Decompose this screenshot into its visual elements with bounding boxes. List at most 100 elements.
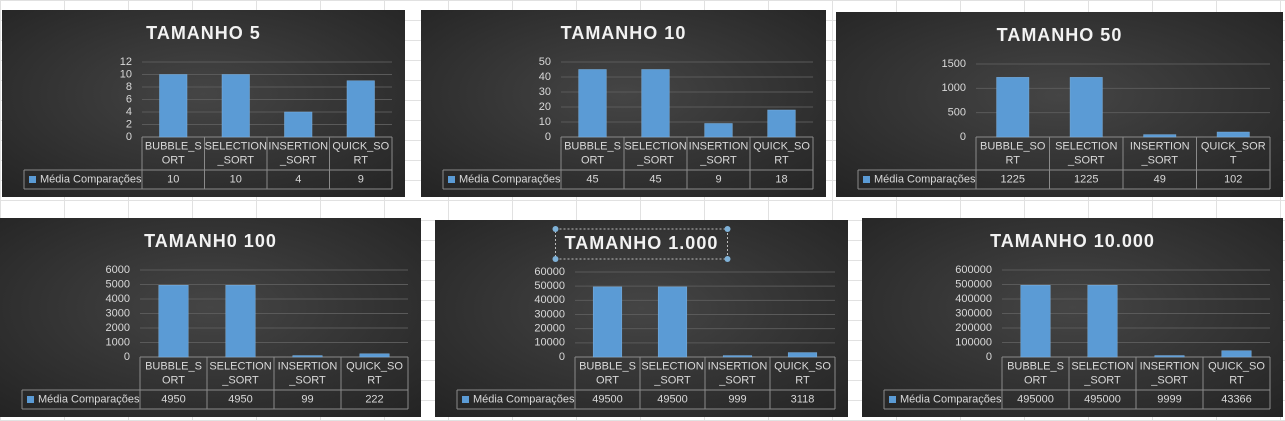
x-tick-label: INSERTION _SORT [1130, 140, 1190, 166]
legend-label: Média Comparações [459, 173, 561, 185]
y-tick-label: 6 [126, 93, 132, 105]
bar [1221, 350, 1252, 358]
y-tick-label: 4000 [106, 293, 130, 305]
x-tick-label: INSERTION _SORT [708, 360, 768, 386]
table-value: 102 [1224, 173, 1242, 185]
y-tick-label: 0 [124, 351, 130, 363]
y-tick-label: 200000 [955, 322, 992, 334]
bar [346, 80, 375, 138]
y-tick-label: 0 [126, 131, 132, 143]
y-tick-label: 6000 [106, 264, 130, 276]
bar [292, 355, 323, 358]
bar [1216, 131, 1250, 138]
x-tick-label: INSERTION _SORT [278, 360, 338, 386]
table-value: 49500 [657, 393, 688, 405]
chart-title: TAMANHO 50 [997, 25, 1123, 45]
table-value: 10 [230, 173, 242, 185]
y-tick-label: 60000 [534, 266, 565, 278]
bar [158, 284, 189, 358]
y-tick-label: 2 [126, 118, 132, 130]
y-tick-label: 0 [559, 351, 565, 363]
x-tick-label: INSERTION _SORT [268, 140, 328, 166]
legend-swatch [889, 396, 896, 403]
y-tick-label: 500000 [955, 278, 992, 290]
table-value: 1225 [1074, 173, 1098, 185]
table-value: 45 [649, 173, 661, 185]
y-tick-label: 40 [539, 71, 551, 83]
chart-background [836, 12, 1283, 197]
legend-label: Média Comparações [900, 393, 1002, 405]
table-value: 999 [728, 393, 746, 405]
legend-swatch [462, 396, 469, 403]
y-tick-label: 40000 [534, 294, 565, 306]
table-value: 495000 [1017, 393, 1054, 405]
table-value: 49500 [592, 393, 623, 405]
table-value: 222 [365, 393, 383, 405]
table-value: 18 [775, 173, 787, 185]
y-tick-label: 30 [539, 86, 551, 98]
table-value: 10 [167, 173, 179, 185]
y-tick-label: 600000 [955, 264, 992, 276]
y-tick-label: 20000 [534, 323, 565, 335]
table-value: 9 [358, 173, 364, 185]
chart-title: TAMANHO 10.000 [990, 231, 1155, 251]
bar [578, 69, 607, 138]
x-tick-label: SELECTION _SORT [209, 360, 271, 386]
table-value: 4950 [228, 393, 252, 405]
x-tick-label: SELECTION _SORT [624, 140, 686, 166]
legend-label: Média Comparações [473, 393, 575, 405]
chart-title: TAMANHO 10 [561, 23, 687, 43]
x-tick-label: INSERTION _SORT [689, 140, 749, 166]
y-tick-label: 0 [986, 351, 992, 363]
table-value: 9 [715, 173, 721, 185]
bar [657, 286, 688, 358]
y-tick-label: 50000 [534, 280, 565, 292]
y-tick-label: 2000 [106, 322, 130, 334]
y-tick-label: 3000 [106, 307, 130, 319]
y-tick-label: 0 [960, 131, 966, 143]
y-tick-label: 400000 [955, 293, 992, 305]
y-tick-label: 30000 [534, 308, 565, 320]
bar [592, 286, 623, 358]
table-value: 4950 [161, 393, 185, 405]
bar [787, 352, 818, 358]
y-tick-label: 100000 [955, 336, 992, 348]
chart-title: TAMANH0 100 [144, 231, 277, 251]
table-value: 9999 [1157, 393, 1181, 405]
bar [1154, 355, 1185, 358]
table-value: 49 [1154, 173, 1166, 185]
table-value: 3118 [791, 393, 815, 405]
y-tick-label: 50 [539, 56, 551, 68]
chart-background [2, 10, 405, 197]
bar [1020, 284, 1051, 358]
y-tick-label: 1500 [942, 58, 966, 70]
chart: TAMANHO 10 0 10 20 30 40 50 BUBBLE_S ORTSELECTIO… [421, 10, 826, 197]
chart-title: TAMANHO 1.000 [565, 233, 719, 253]
bar [1143, 134, 1177, 138]
bar [284, 111, 313, 138]
table-value: 4 [295, 173, 301, 185]
y-tick-label: 1000 [942, 82, 966, 94]
chart: TAMANHO 50 0 500 1000 1500 BUBBLE_SO RT SELECTI… [836, 12, 1283, 197]
bar [722, 355, 753, 358]
y-tick-label: 0 [545, 131, 551, 143]
chart-background [0, 218, 421, 417]
x-tick-label: SELECTION _SORT [641, 360, 703, 386]
legend-swatch [448, 176, 455, 183]
y-tick-label: 500 [948, 107, 966, 119]
bar [641, 69, 670, 138]
bar [159, 74, 188, 138]
x-tick-label: SELECTION _SORT [205, 140, 267, 166]
y-tick-label: 12 [120, 56, 132, 68]
table-value: 495000 [1084, 393, 1121, 405]
selection-handle [724, 256, 731, 262]
chart[interactable]: TAMANHO 1.000 0 10000 20000 30000 40000 50000 6… [435, 220, 848, 417]
bar [1069, 77, 1103, 138]
